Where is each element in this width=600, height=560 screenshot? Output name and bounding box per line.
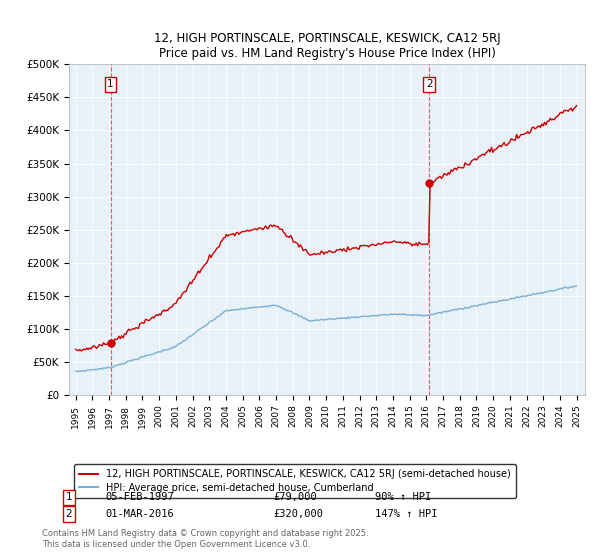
Text: 01-MAR-2016: 01-MAR-2016 <box>105 509 174 519</box>
Legend: 12, HIGH PORTINSCALE, PORTINSCALE, KESWICK, CA12 5RJ (semi-detached house), HPI:: 12, HIGH PORTINSCALE, PORTINSCALE, KESWI… <box>74 464 515 498</box>
Text: Contains HM Land Registry data © Crown copyright and database right 2025.
This d: Contains HM Land Registry data © Crown c… <box>42 529 368 549</box>
Text: £79,000: £79,000 <box>273 492 317 502</box>
Text: 2: 2 <box>426 79 433 89</box>
Text: £320,000: £320,000 <box>273 509 323 519</box>
Text: 1: 1 <box>65 492 73 502</box>
Text: 05-FEB-1997: 05-FEB-1997 <box>105 492 174 502</box>
Text: 2: 2 <box>65 509 73 519</box>
Title: 12, HIGH PORTINSCALE, PORTINSCALE, KESWICK, CA12 5RJ
Price paid vs. HM Land Regi: 12, HIGH PORTINSCALE, PORTINSCALE, KESWI… <box>154 32 500 60</box>
Text: 147% ↑ HPI: 147% ↑ HPI <box>375 509 437 519</box>
Text: 1: 1 <box>107 79 114 89</box>
Text: 90% ↑ HPI: 90% ↑ HPI <box>375 492 431 502</box>
